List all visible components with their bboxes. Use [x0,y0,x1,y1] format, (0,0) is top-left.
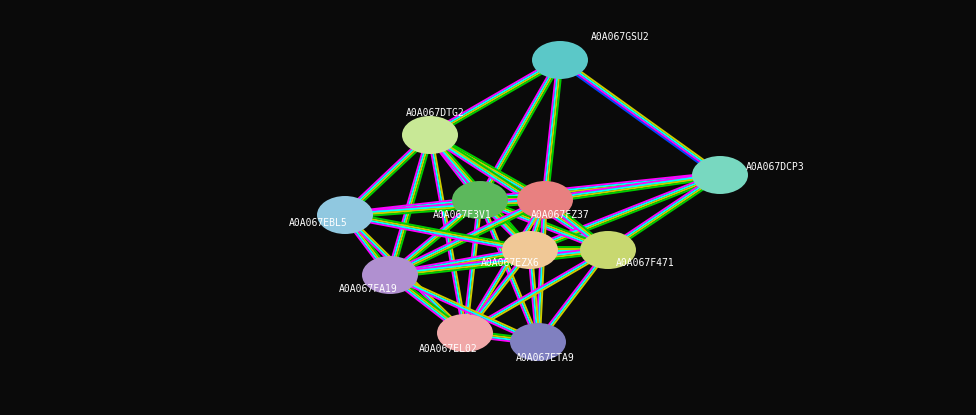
Ellipse shape [402,116,458,154]
Ellipse shape [532,41,588,79]
Text: A0A067DCP3: A0A067DCP3 [746,162,804,172]
Ellipse shape [510,323,566,361]
Text: A0A067EZX6: A0A067EZX6 [480,258,540,268]
Ellipse shape [580,231,636,269]
Text: A0A067F471: A0A067F471 [616,258,674,268]
Text: A0A067GSU2: A0A067GSU2 [590,32,649,42]
Ellipse shape [362,256,418,294]
Ellipse shape [517,181,573,219]
Ellipse shape [502,231,558,269]
Text: A0A067FA19: A0A067FA19 [339,284,397,294]
Text: A0A067DTG2: A0A067DTG2 [406,108,465,118]
Text: A0A067ETA9: A0A067ETA9 [515,353,574,363]
Ellipse shape [452,181,508,219]
Text: A0A067EL02: A0A067EL02 [419,344,477,354]
Text: A0A067EBL5: A0A067EBL5 [289,218,347,228]
Text: A0A067FZ37: A0A067FZ37 [531,210,590,220]
Ellipse shape [692,156,748,194]
Ellipse shape [437,314,493,352]
Ellipse shape [317,196,373,234]
Text: A0A067F3V1: A0A067F3V1 [432,210,491,220]
